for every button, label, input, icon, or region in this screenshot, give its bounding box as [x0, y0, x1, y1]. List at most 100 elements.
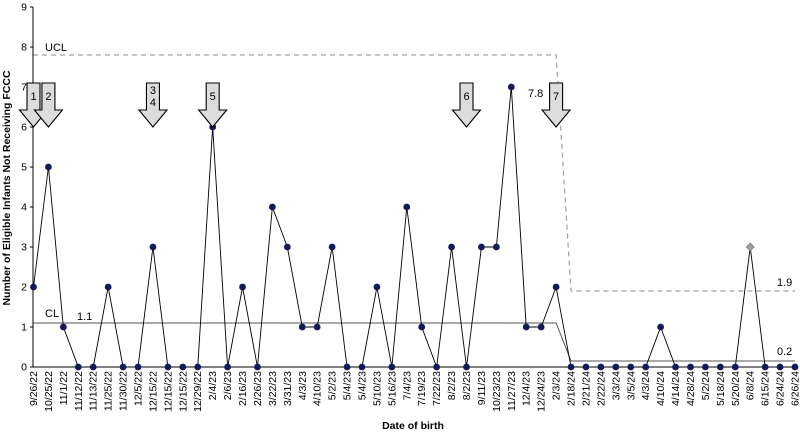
- data-point: [582, 363, 590, 371]
- data-point: [433, 363, 441, 371]
- data-point: [507, 83, 515, 91]
- x-tick-label: 12/5/22: [133, 371, 145, 406]
- ucl-value-label: 1.9: [777, 277, 792, 289]
- data-point: [612, 363, 620, 371]
- data-point: [74, 363, 82, 371]
- data-point: [164, 363, 172, 371]
- x-tick-label: 11/25/22: [103, 371, 115, 411]
- data-point: [45, 163, 52, 171]
- cl-line: [33, 322, 795, 362]
- intervention-arrow: [540, 82, 572, 128]
- data-point: [298, 323, 306, 331]
- x-tick-label: 10/25/22: [43, 371, 55, 412]
- data-point: [224, 363, 232, 371]
- y-tick-label: 9: [21, 2, 27, 14]
- x-tick-label: 2/4/23: [207, 371, 219, 400]
- x-tick-label: 4/28/24: [685, 371, 697, 406]
- x-tick-label: 6/8/24: [745, 371, 757, 400]
- x-tick-label: 11/27/23: [506, 371, 518, 411]
- x-tick-label: 5/4/23: [342, 371, 354, 400]
- y-tick-label: 4: [21, 202, 27, 214]
- x-tick-label: 5/16/23: [386, 371, 398, 406]
- intervention-arrow: [33, 82, 64, 128]
- ucl-line: [33, 54, 795, 292]
- y-tick-label: 3: [21, 242, 27, 254]
- x-tick-label: 6/15/24: [760, 371, 772, 406]
- intervention-arrow: [137, 82, 169, 128]
- x-tick-label: 5/18/24: [715, 371, 727, 406]
- data-point: [567, 363, 575, 371]
- data-point: [597, 363, 605, 371]
- intervention-arrow: [197, 82, 228, 128]
- cl-label: CL: [45, 308, 59, 320]
- x-tick-label: 3/22/23: [267, 371, 279, 406]
- x-tick-label: 3/31/23: [282, 371, 294, 406]
- cl-value-label: 1.1: [77, 311, 92, 323]
- data-point: [89, 363, 97, 371]
- x-tick-label: 7/19/23: [416, 371, 428, 406]
- x-tick-label: 2/21/24: [580, 371, 592, 406]
- data-point: [418, 323, 426, 331]
- intervention-label: 2: [45, 91, 51, 103]
- x-tick-label: 2/22/24: [595, 371, 607, 406]
- x-tick-label: 9/11/23: [476, 371, 488, 405]
- data-point: [358, 363, 366, 371]
- x-tick-label: 12/29/22: [192, 371, 204, 412]
- data-point: [134, 363, 142, 371]
- x-tick-label: 4/10/24: [655, 371, 667, 406]
- y-tick-label: 0: [21, 362, 27, 374]
- data-point: [403, 203, 411, 211]
- ucl-label: UCL: [45, 42, 67, 54]
- data-series: [30, 83, 799, 371]
- data-point: [716, 363, 724, 371]
- data-point: [672, 363, 679, 371]
- x-tick-label: 12/15/22: [162, 371, 174, 412]
- data-point: [149, 243, 157, 251]
- control-limit-lines: UCL 7.8 1.9 CL 1.1 0.2: [33, 42, 795, 362]
- data-point: [657, 323, 665, 331]
- intervention-label: 4: [150, 97, 156, 109]
- intervention-label: 3: [150, 85, 156, 97]
- x-tick-label: 8/2/23: [461, 371, 473, 400]
- x-tick-label: 12/4/23: [521, 371, 533, 406]
- x-tick-label: 3/3/24: [610, 371, 622, 400]
- x-tick-label: 8/2/23: [446, 371, 458, 400]
- y-tick-label: 2: [21, 282, 27, 294]
- x-tick-label: 3/5/24: [625, 371, 637, 400]
- y-tick-label: 6: [21, 122, 27, 134]
- data-point: [194, 363, 202, 371]
- data-point: [731, 363, 739, 371]
- x-tick-label: 6/24/24: [775, 371, 787, 406]
- x-tick-label: 2/26/23: [252, 371, 264, 406]
- x-tick-label: 9/26/22: [28, 371, 40, 406]
- x-tick-label: 4/3/24: [640, 371, 652, 400]
- data-point: [59, 323, 67, 331]
- x-tick-label: 6/26/24: [790, 371, 800, 406]
- data-point: [522, 323, 530, 331]
- data-point: [537, 323, 545, 331]
- data-point: [687, 363, 694, 371]
- x-tick-label: 4/14/24: [670, 371, 682, 406]
- x-tick-label: 12/15/22: [177, 371, 189, 412]
- y-tick-label: 5: [21, 162, 27, 174]
- data-point: [313, 323, 321, 331]
- data-point: [478, 243, 485, 251]
- x-tick-label: 2/16/23: [237, 371, 249, 406]
- y-tick-label: 1: [21, 322, 27, 334]
- x-tick-label: 4/10/23: [312, 371, 324, 406]
- data-point-special: [745, 242, 755, 252]
- data-line: [33, 86, 795, 368]
- intervention-arrow: [451, 82, 482, 128]
- data-point: [373, 283, 381, 291]
- x-tick-label: 11/1/22: [58, 371, 70, 405]
- intervention-label: 5: [210, 91, 216, 103]
- x-tick-label: 7/4/23: [401, 371, 413, 400]
- x-tick-label: 5/4/23: [356, 371, 368, 400]
- data-point: [179, 363, 187, 371]
- ucl-value-label: 7.8: [528, 88, 543, 100]
- x-tick-label: 5/2/23: [327, 371, 339, 400]
- data-point: [448, 243, 455, 251]
- x-tick-label: 5/20/24: [730, 371, 742, 406]
- data-point: [776, 363, 784, 371]
